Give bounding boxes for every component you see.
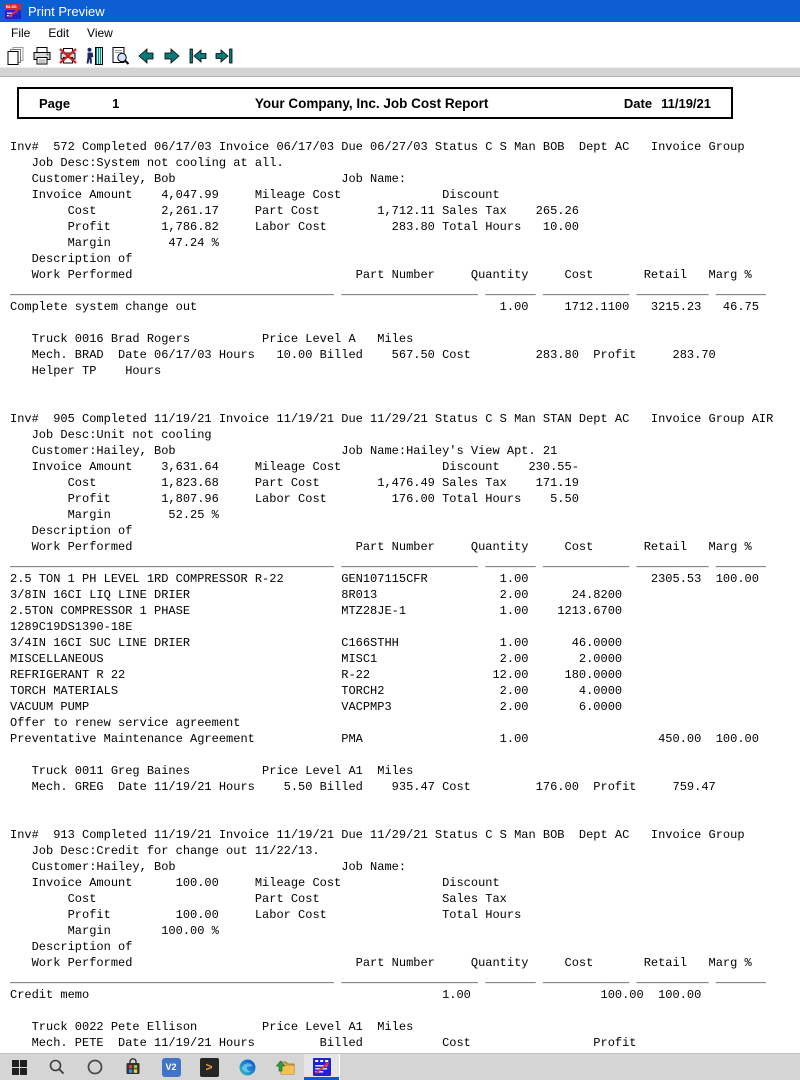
taskbar: V2 > bbox=[0, 1053, 800, 1080]
cortana-circle-icon bbox=[87, 1059, 103, 1075]
microsoft-store-icon bbox=[126, 1058, 140, 1074]
last-page-icon bbox=[215, 48, 233, 63]
jobcost-app-icon bbox=[312, 1058, 331, 1076]
last-page-button[interactable] bbox=[211, 45, 237, 67]
print-preview-icon bbox=[112, 46, 130, 65]
report-body: Inv# 572 Completed 06/17/03 Invoice 06/1… bbox=[10, 140, 774, 1050]
exit-button[interactable] bbox=[81, 45, 107, 67]
v2-app-icon: V2 bbox=[161, 1057, 181, 1077]
menu-bar: File Edit View bbox=[0, 22, 800, 44]
file-explorer-button[interactable] bbox=[266, 1054, 304, 1080]
app-window-icon[interactable]: BLSS bbox=[5, 3, 21, 19]
report-header-box: Page 1 Your Company, Inc. Job Cost Repor… bbox=[17, 87, 733, 119]
report-date: Date 11/19/21 bbox=[624, 96, 711, 111]
report-preview-page: Page 1 Your Company, Inc. Job Cost Repor… bbox=[0, 77, 800, 1055]
cancel-print-button[interactable] bbox=[55, 45, 81, 67]
folder-up-icon bbox=[275, 1060, 295, 1075]
menu-view[interactable]: View bbox=[78, 24, 122, 42]
v2-app-button[interactable]: V2 bbox=[152, 1054, 190, 1080]
next-page-button[interactable] bbox=[159, 45, 185, 67]
start-button[interactable] bbox=[0, 1054, 38, 1080]
menu-file[interactable]: File bbox=[2, 24, 39, 42]
edge-browser-icon bbox=[239, 1059, 255, 1075]
print-icon bbox=[33, 46, 51, 64]
exit-door-icon bbox=[86, 46, 103, 65]
date-value: 11/19/21 bbox=[661, 95, 711, 111]
first-page-icon bbox=[189, 48, 207, 63]
menu-edit[interactable]: Edit bbox=[39, 24, 78, 42]
next-page-icon bbox=[164, 47, 180, 64]
report-title: Your Company, Inc. Job Cost Report bbox=[254, 95, 489, 111]
windows-start-icon bbox=[11, 1059, 27, 1075]
copy-pages-button[interactable] bbox=[3, 45, 29, 67]
jobcost-app-button[interactable] bbox=[304, 1054, 340, 1080]
terminal-icon: > bbox=[199, 1057, 219, 1077]
first-page-button[interactable] bbox=[185, 45, 211, 67]
print-button[interactable] bbox=[29, 45, 55, 67]
page-number: 1 bbox=[112, 95, 120, 111]
print-preview-button[interactable] bbox=[107, 45, 133, 67]
previous-page-icon bbox=[138, 47, 154, 64]
cortana-button[interactable] bbox=[76, 1054, 114, 1080]
toolbar-separator bbox=[0, 67, 800, 77]
blss-logo-text: BLSS bbox=[6, 3, 17, 9]
terminal-app-button[interactable]: > bbox=[190, 1054, 228, 1080]
title-bar: BLSS Print Preview bbox=[0, 0, 800, 22]
search-icon bbox=[49, 1059, 65, 1075]
cancel-print-icon bbox=[59, 47, 77, 64]
store-button[interactable] bbox=[114, 1054, 152, 1080]
copy-pages-icon bbox=[7, 46, 24, 65]
toolbar bbox=[0, 44, 800, 67]
edge-button[interactable] bbox=[228, 1054, 266, 1080]
page-label: Page bbox=[39, 95, 71, 111]
blss-logo-icon bbox=[5, 3, 21, 19]
date-label: Date bbox=[623, 95, 653, 111]
window-title: Print Preview bbox=[28, 3, 105, 19]
previous-page-button[interactable] bbox=[133, 45, 159, 67]
search-button[interactable] bbox=[38, 1054, 76, 1080]
